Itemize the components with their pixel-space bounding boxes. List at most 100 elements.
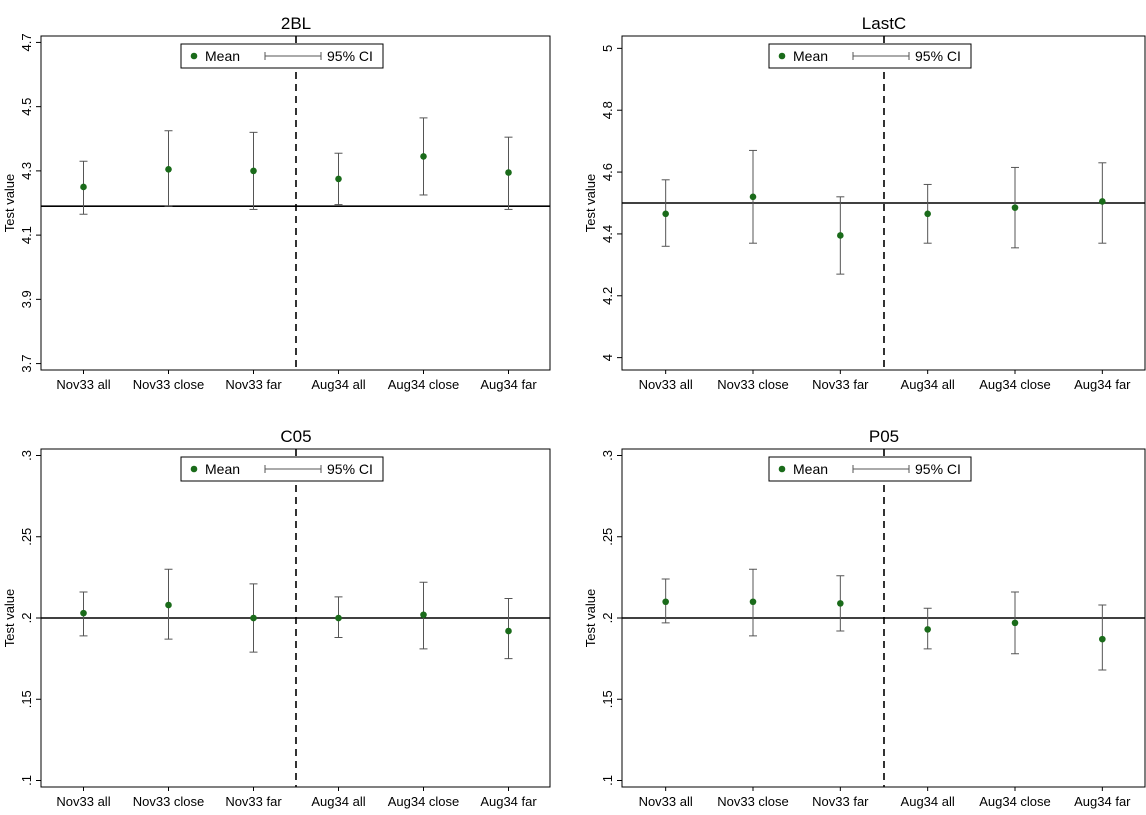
x-tick-label: Aug34 far <box>480 794 537 809</box>
mean-point <box>420 611 427 619</box>
y-tick-label: .15 <box>600 690 615 708</box>
y-tick-label: 4.8 <box>600 101 615 119</box>
mean-point <box>1011 204 1019 211</box>
mean-point <box>749 598 757 606</box>
x-tick-label: Nov33 far <box>812 794 869 809</box>
legend-mean-marker <box>190 465 198 473</box>
y-tick-label: .2 <box>19 613 34 624</box>
y-tick-label: .1 <box>19 775 34 786</box>
legend-ci-label: 95% CI <box>327 461 373 477</box>
y-tick-label: .3 <box>19 450 34 461</box>
x-tick-label: Aug34 close <box>979 794 1051 809</box>
y-axis-label: Test value <box>583 589 598 648</box>
legend-ci-label: 95% CI <box>915 48 961 64</box>
legend-mean-label: Mean <box>205 461 240 477</box>
x-tick-label: Aug34 close <box>388 794 460 809</box>
legend-box <box>180 43 384 69</box>
x-tick-label: Nov33 all <box>56 794 110 809</box>
chart-title: C05 <box>280 427 311 446</box>
legend-mean-marker <box>190 52 198 60</box>
y-tick-label: 3.7 <box>19 355 34 373</box>
mean-point <box>80 609 87 617</box>
mean-point <box>335 175 342 183</box>
y-axis-label: Test value <box>583 174 598 233</box>
chart-title: LastC <box>862 14 906 33</box>
mean-point <box>420 153 427 160</box>
x-tick-label: Nov33 all <box>639 377 693 392</box>
chart-panel: C05 Test value .1 .15 .2 .25 .3 Nov33 all Nov33 … <box>2 427 551 809</box>
mean-point <box>749 193 757 201</box>
legend-mean-label: Mean <box>793 461 828 477</box>
mean-point <box>250 614 257 622</box>
y-tick-label: .25 <box>19 528 34 546</box>
mean-point <box>1099 198 1106 205</box>
y-tick-label: 3.9 <box>19 290 34 308</box>
y-tick-label: 4 <box>600 354 615 361</box>
x-tick-label: Aug34 all <box>311 794 365 809</box>
mean-point <box>1011 619 1019 627</box>
chart-panel: P05 Test value .1 .15 .2 .25 .3 Nov33 all Nov33 … <box>583 427 1146 809</box>
y-tick-label: 4.3 <box>19 162 34 180</box>
legend: Mean 95% CI <box>180 456 384 482</box>
legend-ci-label: 95% CI <box>327 48 373 64</box>
mean-point <box>505 169 512 176</box>
x-tick-label: Nov33 all <box>639 794 693 809</box>
mean-point <box>662 210 669 218</box>
y-tick-label: .1 <box>600 775 615 786</box>
mean-point <box>335 614 342 622</box>
x-tick-label: Aug34 all <box>901 794 955 809</box>
y-tick-label: .2 <box>600 613 615 624</box>
legend-box <box>768 43 972 69</box>
x-tick-label: Aug34 all <box>311 377 365 392</box>
legend-mean-marker <box>778 52 786 60</box>
mean-point <box>837 232 844 239</box>
legend-mean-marker <box>778 465 786 473</box>
y-tick-label: .25 <box>600 528 615 546</box>
x-tick-label: Aug34 far <box>480 377 537 392</box>
x-tick-label: Aug34 close <box>979 377 1051 392</box>
chart-panel: 2BL Test value 3.7 3.9 4.1 4.3 4.5 4.7 Nov33 all… <box>2 14 551 392</box>
x-tick-label: Nov33 close <box>133 377 205 392</box>
chart-title: P05 <box>869 427 899 446</box>
mean-point <box>1099 635 1106 643</box>
mean-point <box>924 626 931 633</box>
y-tick-label: 4.4 <box>600 225 615 243</box>
mean-point <box>80 183 87 191</box>
legend-ci-label: 95% CI <box>915 461 961 477</box>
x-tick-label: Nov33 close <box>717 794 789 809</box>
y-tick-label: 4.5 <box>19 98 34 116</box>
mean-point <box>505 627 512 635</box>
chart-panel: LastC Test value 4 4.2 4.4 4.6 4.8 5 Nov33 all No… <box>583 14 1146 392</box>
legend-mean-label: Mean <box>205 48 240 64</box>
x-tick-label: Nov33 far <box>225 377 282 392</box>
mean-point <box>924 210 931 218</box>
y-tick-label: .3 <box>600 450 615 461</box>
legend: Mean 95% CI <box>768 43 972 69</box>
x-tick-label: Nov33 far <box>812 377 869 392</box>
legend: Mean 95% CI <box>768 456 972 482</box>
y-tick-label: 4.1 <box>19 226 34 244</box>
x-tick-label: Nov33 far <box>225 794 282 809</box>
y-tick-label: 4.6 <box>600 163 615 181</box>
y-tick-label: 4.2 <box>600 287 615 305</box>
x-tick-label: Nov33 close <box>133 794 205 809</box>
x-tick-label: Nov33 all <box>56 377 110 392</box>
mean-point <box>165 165 172 173</box>
y-tick-label: 5 <box>600 45 615 52</box>
legend: Mean 95% CI <box>180 43 384 69</box>
mean-point <box>662 598 669 606</box>
y-tick-label: 4.7 <box>19 33 34 51</box>
x-tick-label: Aug34 all <box>901 377 955 392</box>
y-axis-label: Test value <box>2 589 17 648</box>
y-tick-label: .15 <box>19 690 34 708</box>
x-tick-label: Aug34 far <box>1074 377 1131 392</box>
x-tick-label: Aug34 far <box>1074 794 1131 809</box>
x-tick-label: Nov33 close <box>717 377 789 392</box>
mean-point <box>250 167 257 175</box>
mean-point <box>165 601 172 609</box>
chart-title: 2BL <box>281 14 311 33</box>
mean-point <box>837 600 844 607</box>
x-tick-label: Aug34 close <box>388 377 460 392</box>
y-axis-label: Test value <box>2 174 17 233</box>
